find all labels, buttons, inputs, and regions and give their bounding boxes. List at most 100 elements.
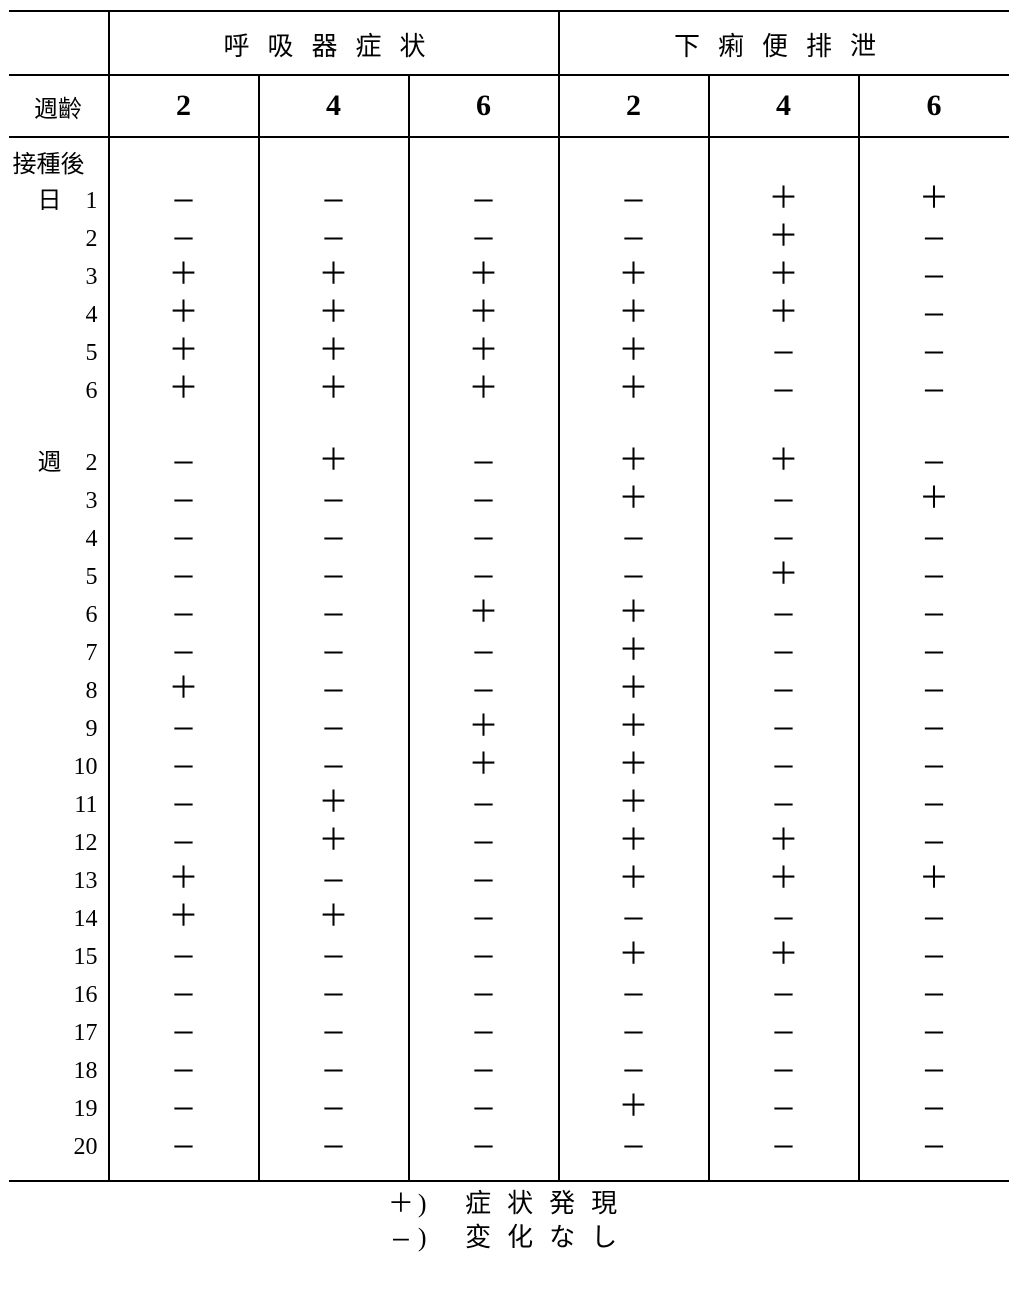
cell: ＋	[109, 334, 259, 372]
cell: —	[859, 672, 1009, 710]
cell: —	[409, 182, 559, 220]
cell: ＋	[409, 296, 559, 334]
cell: —	[859, 596, 1009, 634]
cell: —	[859, 1090, 1009, 1128]
row-label: 週 2	[9, 444, 109, 482]
cell: ＋	[559, 296, 709, 334]
minus-icon: —	[384, 1223, 418, 1256]
cell: —	[559, 558, 709, 596]
table-row: 19———＋——	[9, 1090, 1009, 1128]
table-row: 日 1————＋＋	[9, 182, 1009, 220]
cell: —	[259, 520, 409, 558]
cell: —	[409, 900, 559, 938]
cell: —	[709, 900, 859, 938]
table-row: 17——————	[9, 1014, 1009, 1052]
cell: —	[859, 710, 1009, 748]
cell: —	[859, 786, 1009, 824]
cell: ＋	[709, 862, 859, 900]
cell: —	[859, 444, 1009, 482]
subheader-b6: 6	[859, 75, 1009, 137]
row-label: 19	[9, 1090, 109, 1128]
cell: —	[559, 900, 709, 938]
cell: ＋	[109, 258, 259, 296]
row-label: 6	[9, 372, 109, 410]
cell: —	[409, 1052, 559, 1090]
cell: —	[259, 710, 409, 748]
row-label: 7	[9, 634, 109, 672]
cell: —	[859, 824, 1009, 862]
cell: ＋	[109, 900, 259, 938]
cell: —	[409, 634, 559, 672]
cell: —	[259, 976, 409, 1014]
cell: —	[409, 672, 559, 710]
cell: —	[259, 672, 409, 710]
cell: —	[409, 976, 559, 1014]
cell: ＋	[409, 596, 559, 634]
cell: ＋	[709, 182, 859, 220]
row-label: 5	[9, 334, 109, 372]
cell: ＋	[259, 824, 409, 862]
plus-icon: ＋	[384, 1189, 418, 1222]
cell: —	[409, 1014, 559, 1052]
table-row: 10——＋＋——	[9, 748, 1009, 786]
cell: ＋	[409, 258, 559, 296]
table-row: 4——————	[9, 520, 1009, 558]
row-label: 8	[9, 672, 109, 710]
cell: —	[709, 786, 859, 824]
header-blank	[9, 11, 109, 75]
cell: —	[409, 520, 559, 558]
cell: —	[859, 976, 1009, 1014]
cell: —	[109, 976, 259, 1014]
cell: —	[109, 444, 259, 482]
cell: —	[409, 824, 559, 862]
row-label: 5	[9, 558, 109, 596]
table-row: 7———＋——	[9, 634, 1009, 672]
cell: ＋	[559, 372, 709, 410]
cell: —	[259, 862, 409, 900]
row-label: 6	[9, 596, 109, 634]
row-label: 3	[9, 258, 109, 296]
table-row: 6＋＋＋＋——	[9, 372, 1009, 410]
cell: —	[409, 1090, 559, 1128]
cell: ＋	[709, 296, 859, 334]
cell: ＋	[559, 938, 709, 976]
row-label: 10	[9, 748, 109, 786]
cell: —	[709, 1052, 859, 1090]
cell: —	[709, 482, 859, 520]
cell: ＋	[559, 824, 709, 862]
cell: —	[109, 1090, 259, 1128]
cell: —	[709, 748, 859, 786]
row-label: 2	[9, 220, 109, 258]
row-label: 15	[9, 938, 109, 976]
row-label: 3	[9, 482, 109, 520]
cell: —	[259, 220, 409, 258]
cell: —	[859, 1014, 1009, 1052]
cell: ＋	[109, 672, 259, 710]
table-row: 週 2—＋—＋＋—	[9, 444, 1009, 482]
section-label-inoculation: 接種後	[9, 137, 109, 182]
cell: —	[109, 748, 259, 786]
symptom-table: 呼吸器症状 下痢便排泄 週齡 2 4 6 2 4 6 接種後 日 1————＋＋…	[9, 10, 1009, 1182]
cell: ＋	[559, 444, 709, 482]
cell: —	[559, 1014, 709, 1052]
cell: ＋	[259, 258, 409, 296]
cell: —	[709, 1014, 859, 1052]
table-row: 3＋＋＋＋＋—	[9, 258, 1009, 296]
cell: —	[409, 558, 559, 596]
cell: —	[259, 558, 409, 596]
cell: —	[709, 334, 859, 372]
cell: ＋	[409, 334, 559, 372]
table-row: 2————＋—	[9, 220, 1009, 258]
group-header-1: 呼吸器症状	[109, 11, 559, 75]
table-row: 14＋＋————	[9, 900, 1009, 938]
cell: —	[259, 596, 409, 634]
cell: —	[859, 372, 1009, 410]
cell: ＋	[709, 220, 859, 258]
cell: —	[259, 1090, 409, 1128]
cell: —	[109, 1014, 259, 1052]
table-row: 13＋——＋＋＋	[9, 862, 1009, 900]
cell: —	[409, 862, 559, 900]
row-label: 17	[9, 1014, 109, 1052]
cell: —	[559, 182, 709, 220]
row-label: 18	[9, 1052, 109, 1090]
